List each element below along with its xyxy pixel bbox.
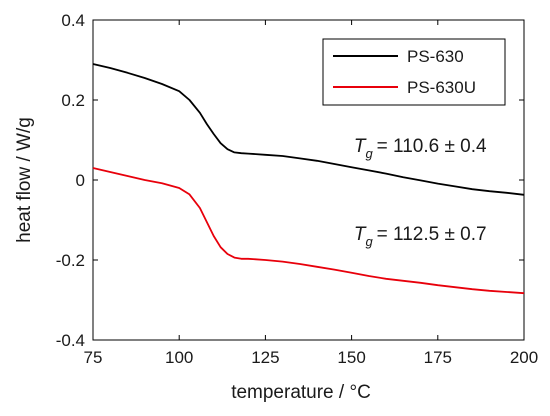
annotations: Tg = 110.6 ± 0.4 Tg = 112.5 ± 0.7 xyxy=(354,136,487,249)
x-tick-label: 75 xyxy=(84,348,103,367)
x-axis-label: temperature / °C xyxy=(231,382,371,403)
tg-symbol: T xyxy=(354,136,367,157)
x-tick-label: 125 xyxy=(251,348,279,367)
tg-annotation-ps630: Tg = 110.6 ± 0.4 xyxy=(354,136,487,161)
x-tick-label: 150 xyxy=(337,348,365,367)
tg-annotation-ps630u: Tg = 112.5 ± 0.7 xyxy=(354,224,487,249)
legend-box xyxy=(322,38,506,106)
x-tick-label: 175 xyxy=(424,348,452,367)
series-line-ps630u xyxy=(92,167,525,295)
legend: PS-630 PS-630U xyxy=(322,38,506,106)
y-tick-label: -0.4 xyxy=(56,331,85,350)
x-tick-label: 200 xyxy=(510,348,538,367)
x-tick-label: 100 xyxy=(165,348,193,367)
tg-value: = 112.5 ± 0.7 xyxy=(377,224,487,245)
plot-content: 75 100 125 150 175 200 -0.4 -0.2 0 0.2 0.4 xyxy=(56,11,538,367)
y-tick-label: 0 xyxy=(76,171,85,190)
y-tick-label: 0.4 xyxy=(61,11,85,30)
tg-subscript: g xyxy=(365,234,373,249)
legend-label-ps630u: PS-630U xyxy=(407,78,476,97)
tg-symbol: T xyxy=(354,224,367,245)
y-tick-label: -0.2 xyxy=(56,251,85,270)
y-axis-label: heat flow / W/g xyxy=(14,117,35,243)
series-line-ps630 xyxy=(92,63,525,196)
tg-value: = 110.6 ± 0.4 xyxy=(377,136,487,157)
legend-label-ps630: PS-630 xyxy=(407,47,464,66)
y-tick-label: 0.2 xyxy=(61,91,85,110)
tg-subscript: g xyxy=(365,146,373,161)
